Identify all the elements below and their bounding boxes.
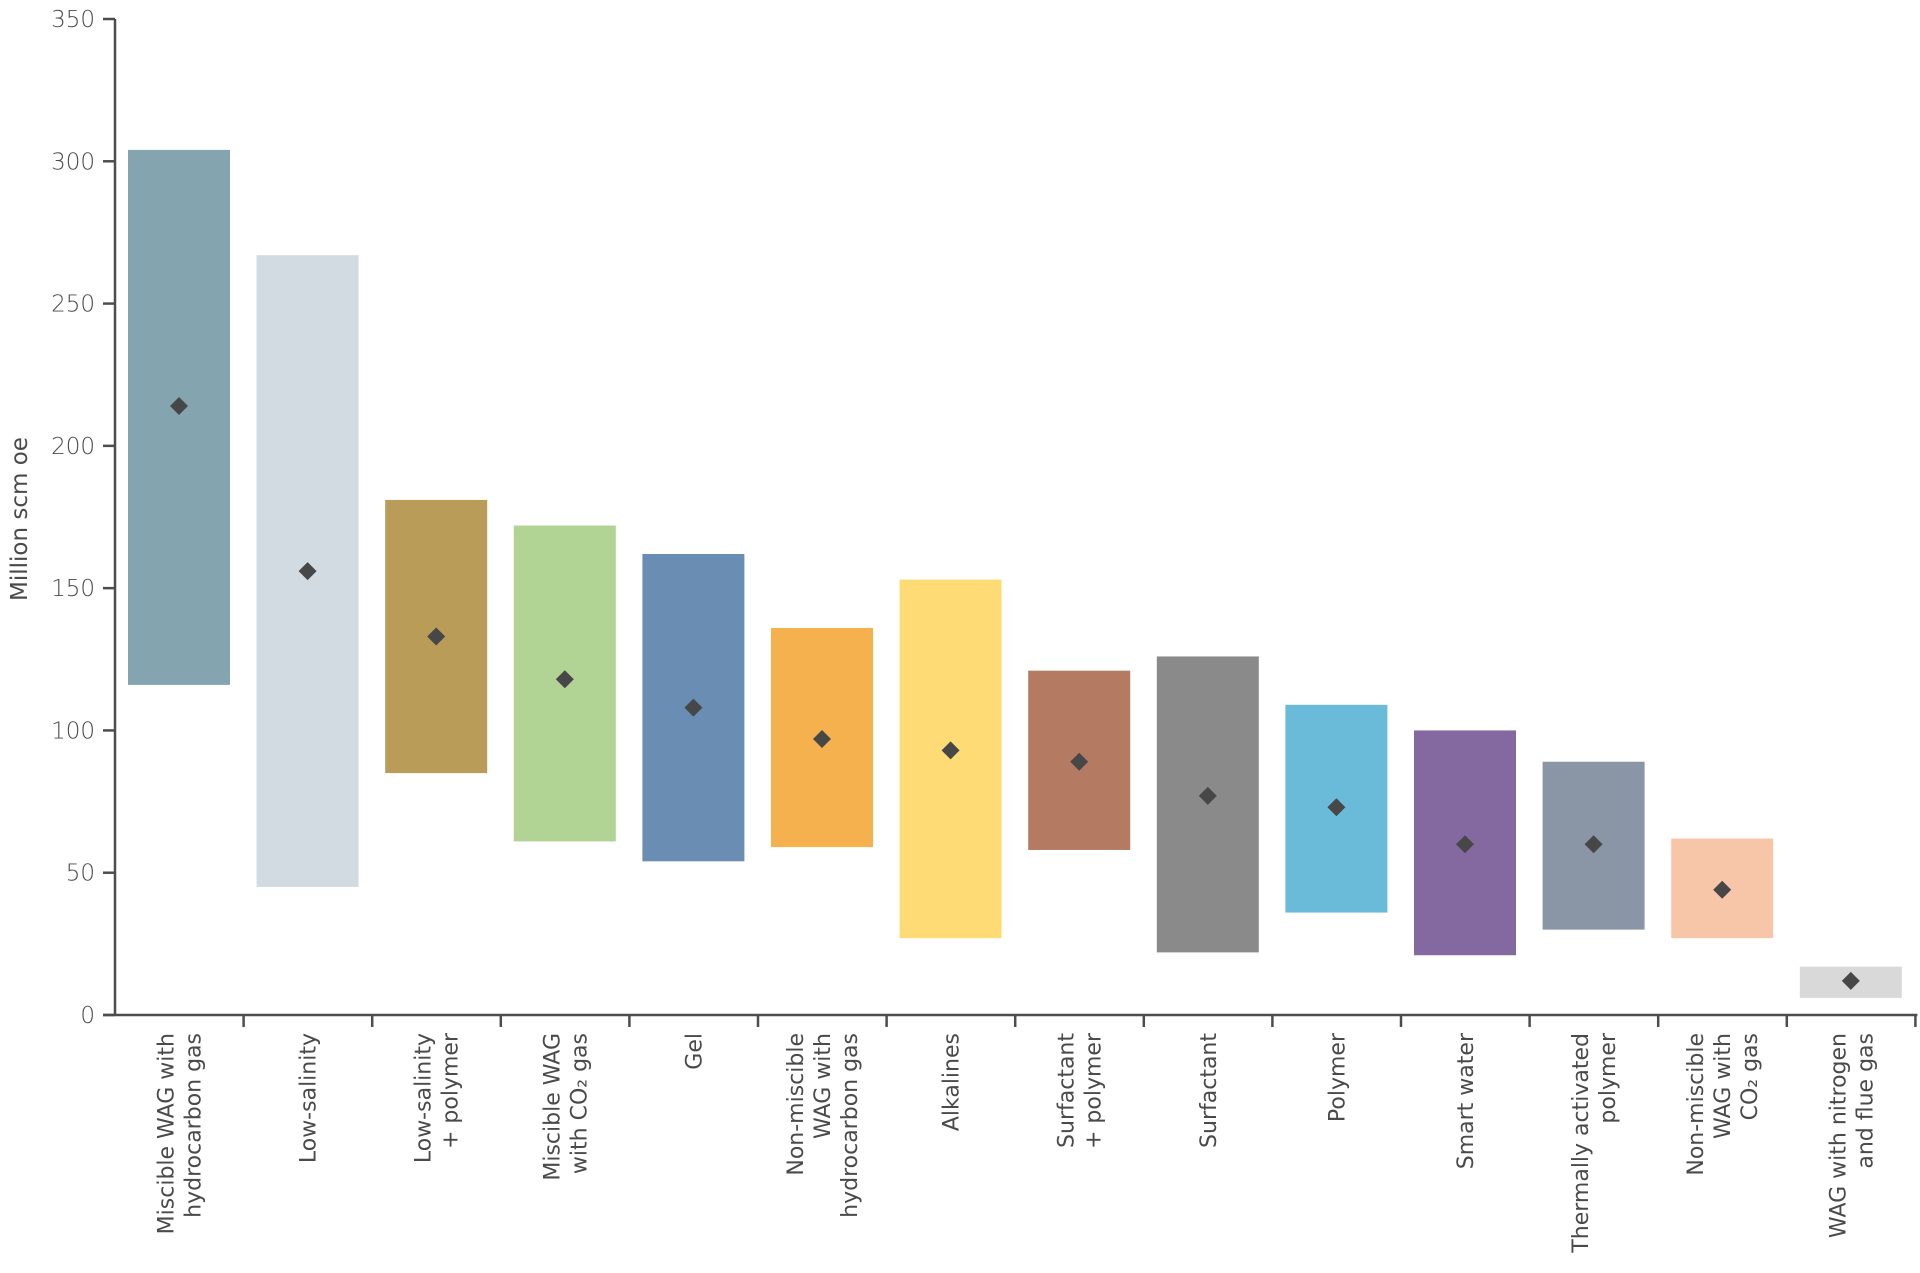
y-axis-title: Million scm oe [7, 437, 33, 601]
category-label: Polymer [1325, 1032, 1350, 1122]
category-label: hydrocarbon gas [182, 1033, 207, 1218]
range-bars [128, 149, 1902, 998]
category-label: Miscible WAG [540, 1033, 565, 1181]
y-tick-label: 0 [80, 1003, 95, 1029]
axes [103, 19, 1918, 1017]
category-label: WAG with nitrogen [1826, 1033, 1851, 1238]
range-bar [128, 149, 230, 685]
y-tick-label: 150 [51, 576, 95, 602]
y-tick-label: 300 [51, 149, 95, 175]
diamond-marker-icon [1070, 752, 1089, 771]
category-label: WAG with [1711, 1033, 1736, 1139]
category-label: Low-salinity [412, 1033, 437, 1163]
category-label: Low-salinity [297, 1033, 322, 1163]
category-label: CO₂ gas [1738, 1033, 1763, 1120]
category-label: Miscible WAG with [155, 1033, 180, 1234]
diamond-marker-icon [1198, 786, 1217, 805]
diamond-marker-icon [1713, 880, 1732, 899]
category-label: Gel [682, 1033, 707, 1070]
category-label: Surfactant [1055, 1033, 1080, 1148]
category-label: + polymer [439, 1032, 464, 1149]
diamond-marker-icon [1456, 835, 1474, 854]
expected-value-markers [170, 397, 1860, 990]
y-tick-label: 250 [51, 292, 95, 318]
category-label: hydrocarbon gas [838, 1033, 863, 1218]
diamond-marker-icon [555, 670, 574, 689]
category-label: Smart water [1454, 1032, 1479, 1169]
y-tick-label: 200 [51, 434, 95, 460]
diamond-marker-icon [170, 397, 188, 416]
diamond-marker-icon [1584, 835, 1603, 854]
diamond-marker-icon [684, 698, 703, 717]
diamond-marker-icon [298, 562, 317, 581]
diamond-marker-icon [813, 729, 831, 748]
category-label: Non-miscible [1684, 1033, 1709, 1176]
category-label: Non-miscible [784, 1033, 809, 1176]
category-label: Surfactant [1197, 1033, 1222, 1148]
category-label: + polymer [1082, 1032, 1107, 1149]
category-label: Alkalines [940, 1033, 965, 1131]
diamond-marker-icon [1327, 798, 1346, 817]
y-tick-label: 100 [51, 718, 95, 744]
x-axis-ticks: Miscible WAG with hydrocarbon gas Low-sali… [155, 1015, 1917, 1254]
y-tick-label: 350 [51, 7, 95, 33]
y-axis-ticks: 0 50 100 150 200 250 300 350 [51, 7, 115, 1029]
category-label: with CO₂ gas [567, 1033, 592, 1174]
category-label: Thermally activated [1569, 1033, 1594, 1254]
category-label: WAG with [811, 1033, 836, 1139]
diamond-marker-icon [941, 741, 960, 760]
category-label: and flue gas [1853, 1033, 1878, 1169]
y-tick-label: 50 [66, 861, 95, 887]
category-label: polymer [1596, 1032, 1621, 1124]
diamond-marker-icon [1841, 971, 1860, 990]
diamond-marker-icon [427, 627, 446, 646]
